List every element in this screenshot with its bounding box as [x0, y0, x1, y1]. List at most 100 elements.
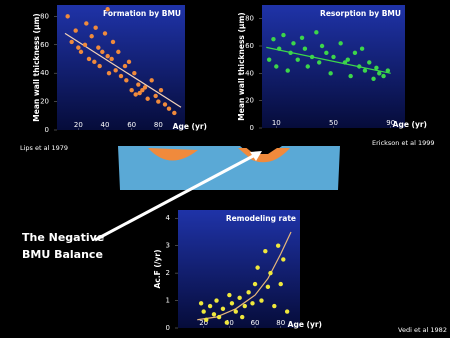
data-point — [252, 281, 258, 287]
data-point — [284, 309, 290, 314]
data-point — [149, 78, 154, 83]
x-tick-label: 80 — [276, 319, 285, 327]
data-point — [78, 49, 84, 55]
x-axis-label: Age (yr) — [288, 320, 322, 329]
data-point — [305, 64, 310, 69]
x-tick-label: 90 — [386, 119, 395, 127]
x-tick-label: 50 — [329, 119, 338, 127]
data-point — [268, 270, 273, 276]
data-point — [116, 49, 121, 55]
data-point — [331, 54, 336, 60]
data-point — [224, 320, 229, 325]
x-tick-label: 60 — [127, 121, 136, 129]
data-point — [295, 57, 300, 62]
data-point — [319, 43, 325, 49]
y-axis-label: Ac.F (/yr) — [153, 249, 162, 288]
data-point — [255, 265, 260, 270]
data-point — [317, 60, 322, 65]
data-point — [272, 303, 277, 309]
data-point — [198, 301, 204, 306]
chart-title: Remodeling rate — [226, 214, 296, 223]
data-point — [374, 65, 379, 71]
data-point — [124, 78, 129, 83]
data-point — [359, 46, 365, 51]
plot-area — [262, 5, 405, 128]
arrow — [94, 153, 256, 242]
data-point — [82, 42, 88, 47]
data-point — [97, 63, 102, 69]
x-tick-label: 20 — [199, 319, 208, 327]
data-point — [118, 73, 124, 79]
data-point — [281, 257, 286, 262]
data-point — [105, 53, 110, 59]
y-tick-label: 0 — [250, 124, 254, 132]
x-tick-label: 20 — [74, 121, 83, 129]
data-point — [216, 314, 222, 320]
data-point — [250, 301, 255, 306]
x-axis-label: Age (yr) — [393, 120, 427, 129]
data-point — [109, 56, 114, 62]
data-point — [328, 71, 333, 76]
callout: The Negative — [22, 231, 104, 244]
data-point — [263, 248, 268, 254]
data-point — [357, 64, 362, 69]
chart-title: Resorption by BMU — [320, 9, 401, 18]
data-point — [240, 314, 245, 320]
y-tick-label: 4 — [166, 214, 171, 222]
data-point — [166, 106, 172, 111]
data-point — [145, 96, 150, 101]
data-point — [242, 303, 247, 309]
y-tick-label: 20 — [245, 97, 254, 105]
y-tick-label: 3 — [166, 242, 170, 250]
data-point — [92, 59, 97, 65]
data-point — [214, 298, 219, 303]
data-point — [122, 63, 128, 69]
data-point — [299, 35, 305, 40]
data-point — [102, 31, 108, 36]
plot-area — [57, 5, 185, 130]
data-point — [136, 82, 141, 87]
data-point — [106, 70, 112, 76]
data-point — [69, 39, 74, 45]
x-axis-label: Age (yr) — [173, 122, 207, 131]
citation: Vedi et al 1982 — [398, 326, 447, 334]
data-point — [233, 309, 238, 314]
data-point — [229, 301, 235, 306]
data-point — [132, 70, 137, 76]
data-point — [126, 59, 132, 65]
data-point — [288, 50, 293, 56]
data-point — [89, 34, 94, 39]
x-tick-label: 60 — [251, 319, 260, 327]
data-point — [381, 73, 386, 79]
data-point — [93, 25, 98, 30]
x-tick-label: 10 — [272, 119, 281, 127]
data-point — [259, 298, 264, 303]
data-point — [385, 68, 391, 73]
y-tick-label: 60 — [245, 42, 254, 50]
data-point — [73, 28, 78, 33]
data-point — [338, 41, 343, 46]
data-point — [96, 45, 101, 50]
data-point — [302, 46, 308, 51]
trendline — [266, 46, 391, 74]
data-point — [113, 68, 118, 73]
data-point — [65, 14, 70, 19]
data-point — [84, 21, 89, 26]
data-point — [76, 45, 81, 50]
data-point — [309, 54, 315, 60]
x-tick-label: 40 — [101, 121, 110, 129]
y-tick-label: 20 — [40, 98, 49, 106]
data-point — [274, 64, 279, 69]
y-tick-label: 0 — [166, 324, 170, 332]
x-tick-label: 80 — [154, 121, 163, 129]
plot-area — [178, 210, 300, 328]
data-point — [275, 243, 281, 248]
citation: Lips et al 1979 — [20, 144, 68, 152]
callout: BMU Balance — [22, 248, 103, 261]
data-point — [140, 88, 145, 93]
x-tick-label: 40 — [225, 319, 234, 327]
data-point — [352, 50, 358, 56]
y-tick-label: 80 — [245, 15, 254, 23]
data-point — [281, 32, 286, 38]
